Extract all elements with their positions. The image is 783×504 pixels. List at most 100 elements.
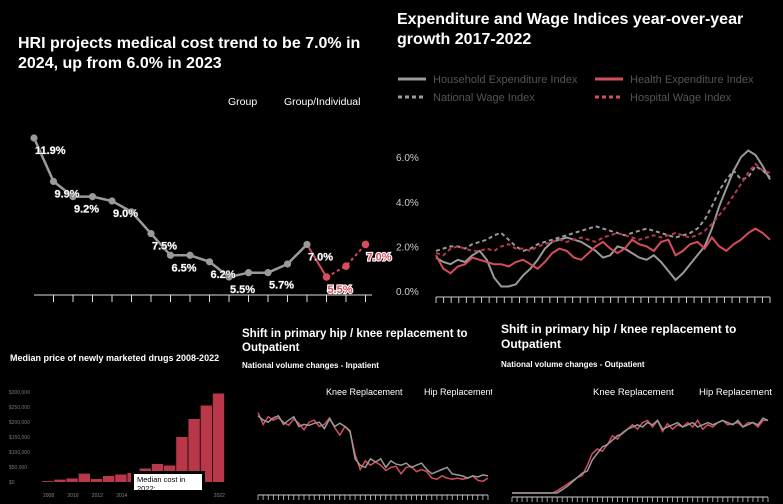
drug-price-bar bbox=[103, 476, 115, 482]
drug-x-tick-label: 2022 bbox=[214, 493, 225, 499]
hri-data-label: 6.5% bbox=[172, 262, 197, 274]
hri-data-labels: 11.9% 9.9% 9.2% 9.0% 7.5% 6.5% 6.2% 5.5% 5.7% 7.0… bbox=[35, 145, 393, 298]
indices-axis: 6.0% 4.0% 2.0% 0.0% bbox=[396, 153, 771, 303]
indices-y-tick-label: 4.0% bbox=[396, 198, 419, 209]
hri-data-label: 11.9% bbox=[35, 145, 66, 157]
outpatient-lines bbox=[512, 417, 769, 494]
outpatient-legend-hip: Hip Replacement bbox=[699, 387, 772, 398]
indices-legend-label: Household Expenditure Index bbox=[433, 74, 578, 86]
tooltip-line-2: $222,000 bbox=[137, 493, 169, 502]
hri-data-label: 7.0% bbox=[367, 251, 392, 263]
indices-y-tick-label: 0.0% bbox=[396, 287, 419, 298]
hri-data-label: 5.7% bbox=[269, 280, 294, 292]
drug-y-tick-label: $300,000 bbox=[9, 390, 30, 396]
group-individual-connector bbox=[306, 243, 328, 278]
drug-price-bar bbox=[54, 479, 66, 482]
hri-data-label: 9.2% bbox=[74, 204, 99, 216]
knee-replacement-line bbox=[257, 412, 489, 483]
indices-chart-title: Expenditure and Wage Indices year-over-y… bbox=[397, 11, 744, 48]
group-point bbox=[30, 134, 38, 142]
drug-price-bar bbox=[90, 479, 103, 482]
hri-points bbox=[30, 134, 370, 281]
group-point bbox=[108, 197, 116, 205]
drug-price-bar bbox=[115, 474, 127, 482]
outpatient-chart-subtitle: National volume changes - Outpatient bbox=[501, 360, 645, 369]
hospital-wage-line bbox=[435, 162, 771, 257]
inpatient-legend-knee: Knee Replacement bbox=[326, 387, 403, 397]
indices-legend-label: Health Expenditure Index bbox=[630, 74, 754, 86]
drug-price-bar bbox=[42, 481, 54, 482]
drug-y-tick-label: $150,000 bbox=[9, 435, 30, 441]
group-point bbox=[225, 273, 233, 281]
group-point bbox=[49, 177, 58, 186]
drug-price-bar bbox=[176, 437, 188, 482]
drug-x-tick-label: 2012 bbox=[92, 493, 103, 499]
drug-y-tick-label: $50,000 bbox=[9, 465, 27, 471]
group-individual-point bbox=[342, 262, 350, 270]
drug-price-bar bbox=[78, 473, 90, 482]
legend-group-individual-label: Group/Individual bbox=[284, 96, 361, 108]
drug-y-tick-label: $200,000 bbox=[9, 420, 30, 426]
group-point bbox=[186, 251, 194, 259]
hri-data-label: 5.5% bbox=[230, 284, 255, 296]
knee-replacement-line bbox=[512, 418, 768, 494]
household-expenditure-line bbox=[435, 149, 771, 288]
drug-y-tick-label: $250,000 bbox=[9, 405, 30, 411]
drug-price-bar bbox=[200, 405, 212, 482]
indices-legend-label: Hospital Wage Index bbox=[630, 92, 732, 104]
group-point bbox=[264, 269, 272, 277]
group-point bbox=[303, 240, 311, 249]
indices-lines bbox=[435, 149, 771, 288]
group-point bbox=[69, 193, 77, 201]
indices-y-tick-label: 6.0% bbox=[396, 153, 419, 164]
indices-legend: Household Expenditure Index Health Expend… bbox=[398, 74, 754, 104]
group-point bbox=[166, 251, 175, 259]
group-individual-line bbox=[326, 243, 367, 278]
drug-y-tick-label: $100,000 bbox=[9, 450, 30, 456]
drug-price-chart-title: Median price of newly marketed drugs 200… bbox=[10, 353, 220, 363]
drug-x-tick-label: 2014 bbox=[116, 493, 127, 499]
outpatient-legend-knee: Knee Replacement bbox=[593, 387, 674, 398]
drug-y-tick-label: $0 bbox=[9, 480, 15, 486]
group-point bbox=[147, 229, 155, 238]
indices-y-tick-label: 2.0% bbox=[396, 242, 419, 253]
group-point bbox=[127, 208, 136, 216]
outpatient-chart-title: Shift in primary hip / knee replacement … bbox=[501, 322, 737, 351]
drug-axis: $300,000 $250,000 $200,000 $150,000 $100,000… bbox=[9, 390, 225, 499]
hri-data-label: 9.9% bbox=[55, 188, 80, 200]
hri-data-label: 7.5% bbox=[152, 241, 177, 253]
hip-replacement-line bbox=[257, 414, 489, 479]
tooltip-line-1: Median cost in 2022: bbox=[137, 475, 186, 493]
group-point bbox=[283, 260, 292, 268]
hri-data-label: 7.0% bbox=[308, 251, 333, 263]
group-point bbox=[244, 269, 253, 277]
drug-price-bar bbox=[66, 478, 78, 482]
drug-x-tick-label: 2010 bbox=[67, 493, 78, 499]
indices-legend-label: National Wage Index bbox=[433, 92, 535, 104]
inpatient-chart-subtitle: National volume changes - Inpatient bbox=[242, 361, 379, 370]
hri-axis bbox=[34, 294, 372, 302]
drug-price-bar bbox=[212, 393, 225, 482]
national-wage-line bbox=[435, 164, 771, 252]
inpatient-axis bbox=[257, 494, 489, 500]
group-point bbox=[88, 193, 97, 201]
legend-group-label: Group bbox=[228, 96, 258, 108]
inpatient-chart-title: Shift in primary hip / knee replacement … bbox=[242, 328, 468, 355]
hri-data-label: 6.2% bbox=[211, 269, 236, 281]
hri-data-label: 9.0% bbox=[113, 208, 138, 220]
health-expenditure-line bbox=[435, 227, 771, 275]
outpatient-axis bbox=[511, 496, 769, 502]
group-point bbox=[205, 258, 214, 266]
inpatient-legend-hip: Hip Replacement bbox=[424, 387, 492, 397]
drug-price-bar bbox=[188, 419, 200, 482]
hri-data-label: 5.5% bbox=[328, 284, 353, 296]
group-individual-point bbox=[322, 273, 331, 281]
median-cost-tooltip: Median cost in 2022: $222,000 bbox=[131, 471, 205, 502]
drug-x-tick-label: 2008 bbox=[43, 493, 54, 499]
hip-replacement-line bbox=[512, 417, 769, 494]
inpatient-lines bbox=[257, 412, 489, 483]
group-individual-point bbox=[361, 240, 370, 249]
